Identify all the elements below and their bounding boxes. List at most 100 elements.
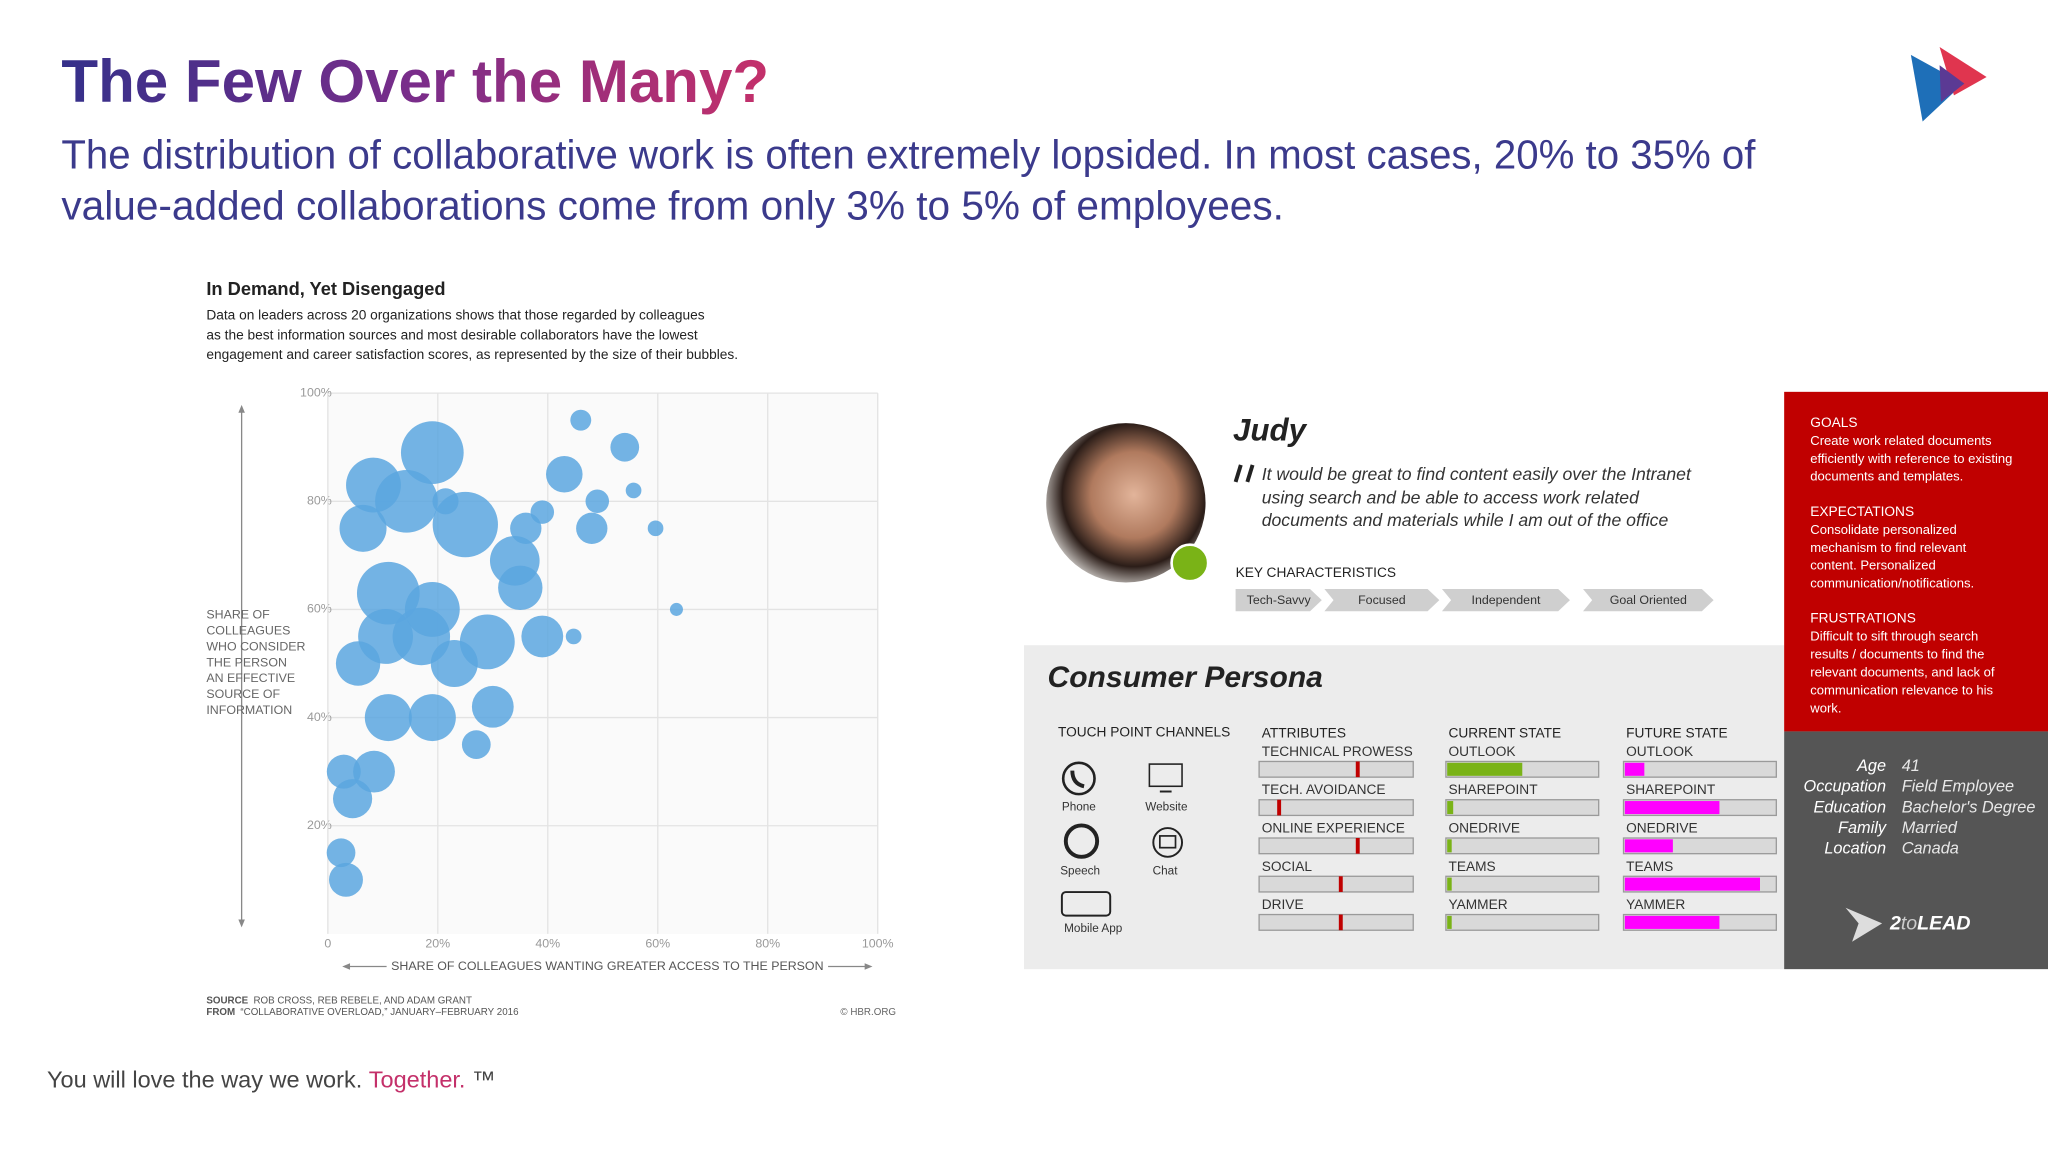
column-heading: CURRENT STATE [1448,726,1561,741]
y-arrow [238,404,245,928]
level-bar [1624,877,1760,891]
quote: using search and be able to access work … [1262,488,1640,508]
bubble [353,750,395,793]
brand-name: LEAD [1917,913,1970,935]
channel-label: Website [1145,800,1188,813]
bar-track [1445,799,1600,817]
footer-highlight: Together. [369,1067,466,1093]
item-label: TEAMS [1626,859,1673,874]
item-label: YAMMER [1448,897,1507,912]
y-axis-label: WHO CONSIDER [206,639,305,653]
chart-subtitle: Data on leaders across 20 organizations … [206,308,704,323]
source-label: SOURCE [206,995,248,1006]
panel-heading: EXPECTATIONS [1810,504,1914,519]
bar-track [1258,799,1414,817]
y-axis-label: AN EFFECTIVE [206,671,295,685]
panel-text: work. [1809,700,1841,715]
channel-icons [1060,761,1184,917]
persona-heading: Consumer Persona [1048,661,1323,694]
key-characteristics-heading: KEY CHARACTERISTICS [1236,565,1396,580]
quote: It would be great to find content easily… [1262,464,1692,484]
goals-panel [1784,391,2048,732]
x-tick-label: 40% [535,937,560,951]
bubble [339,504,387,552]
item-label: SOCIAL [1262,859,1313,874]
item-label: ONEDRIVE [1448,820,1520,835]
bar-track [1445,875,1600,893]
bubble [471,685,514,728]
bubble [432,491,498,558]
y-tick-label: 40% [307,710,332,724]
x-tick-label: 0 [324,937,331,951]
y-tick-label: 20% [307,818,332,832]
characteristic-chevron [1583,589,1714,612]
bubble [335,641,381,686]
item-label: OUTLOOK [1626,744,1693,759]
source-text: ROB CROSS, REB REBELE, AND ADAM GRANT [253,995,472,1006]
level-bar [1447,839,1452,853]
level-bar [1447,801,1454,815]
profile-value: Bachelor's Degree [1902,798,2036,816]
logo [1910,47,1987,122]
bubble [326,838,356,868]
quote: documents and materials while I am out o… [1262,510,1669,530]
bubble [332,779,373,819]
bar-track [1258,875,1414,893]
profile-value: Canada [1902,840,1959,858]
x-tick-label: 20% [425,937,450,951]
characteristic: Tech-Savvy [1247,593,1312,607]
bar-track [1258,760,1414,778]
y-tick-label: 60% [307,602,332,616]
panel-text: Difficult to sift through search [1810,629,1978,644]
level-marker [1277,799,1282,816]
x-tick-label: 60% [645,937,670,951]
y-axis-label: SHARE OF [206,607,270,621]
bar-track [1258,913,1414,931]
level-bar [1624,801,1720,815]
profile-label: Location [1824,840,1886,858]
profile-panel [1784,731,2048,970]
characteristic-chevron [1235,589,1322,612]
item-label: TECH. AVOIDANCE [1262,782,1386,797]
column-heading: FUTURE STATE [1626,726,1728,741]
x-arrow [342,963,873,970]
bubble [625,482,642,499]
persona-card: Judy It would be great to find content e… [1024,391,2048,970]
bubble [461,730,491,759]
footer-mark: ™ [472,1067,496,1093]
footer-text: You will love the way we work. [47,1067,362,1093]
bubble [647,520,664,537]
slide-title: The Few Over the Many? [61,48,769,115]
bubble [356,561,420,625]
channel-label: Phone [1062,800,1096,813]
x-tick-label: 80% [755,937,780,951]
y-axis-label: INFORMATION [206,703,292,717]
bubble [570,409,592,431]
level-bar [1624,762,1645,776]
from-note: FROM “COLLABORATIVE OVERLOAD,” JANUARY–FE… [206,1007,519,1018]
panel-text: efficiently with reference to existing [1810,451,2012,466]
status-dot [1170,543,1210,583]
y-axis-label: THE PERSON [206,655,287,669]
bubble [610,432,640,462]
profile-value: 41 [1902,757,1920,775]
profile-value: Field Employee [1902,778,2014,796]
panel-heading: GOALS [1810,415,1857,430]
bar-track [1258,837,1414,855]
level-marker [1338,876,1343,892]
profile-label: Education [1813,798,1886,816]
bubble [375,469,438,533]
x-axis-label: SHARE OF COLLEAGUES WANTING GREATER ACCE… [391,959,823,973]
bubble [585,489,610,514]
chart-title: In Demand, Yet Disengaged [206,278,445,299]
channel-label: Mobile App [1064,922,1123,935]
item-label: ONLINE EXPERIENCE [1262,820,1405,835]
y-tick-label: 80% [307,494,332,508]
characteristic-chevron [1324,589,1440,612]
item-label: YAMMER [1626,897,1685,912]
bubble [521,615,564,658]
bar-track [1445,837,1600,855]
chart-subtitle: engagement and career satisfaction score… [206,347,738,362]
from-label: FROM [206,1007,235,1018]
brand-icon [1845,907,1883,942]
